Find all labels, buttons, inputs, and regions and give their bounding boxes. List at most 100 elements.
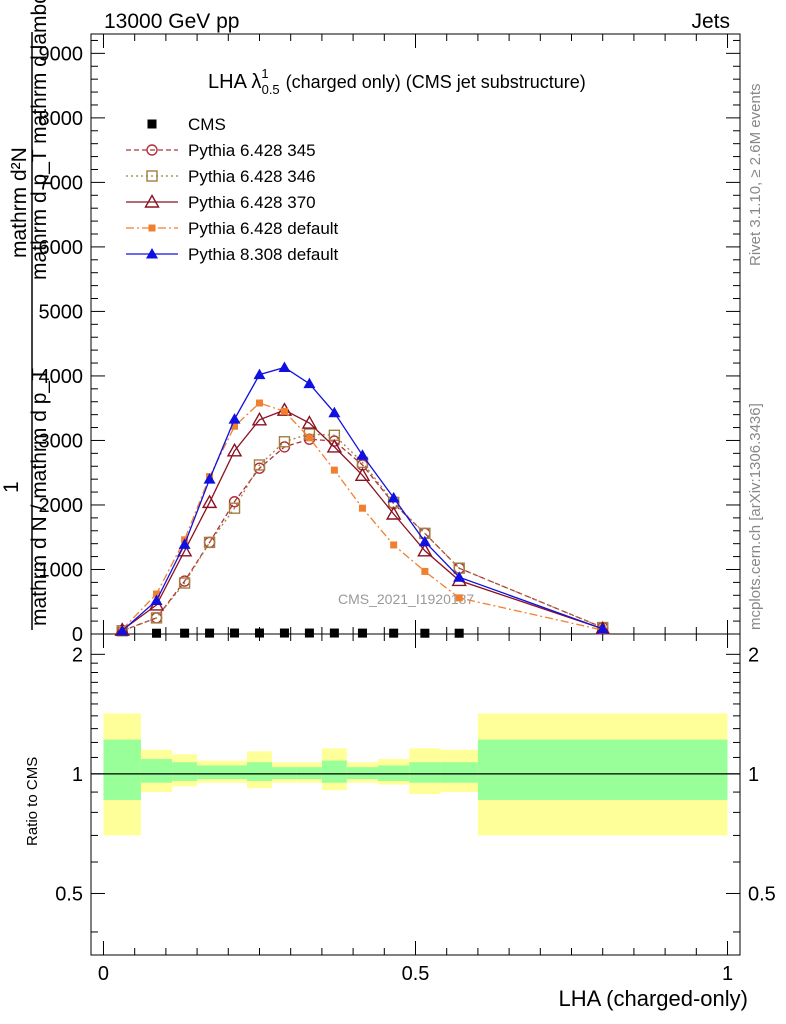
data-point-p6def [305,434,313,442]
data-point-cms [454,628,464,638]
data-point-p346 [178,577,191,589]
data-point-cms [329,628,339,638]
ratio-band-inner [172,762,198,781]
main-ytick-label: 4000 [39,366,84,388]
ratio-band-inner [247,762,272,781]
ratio-ytick-label: 0.5 [55,883,83,905]
data-point-p8def [116,624,129,636]
data-point-p8def [303,377,316,389]
main-ytick-label: 2000 [39,495,84,517]
ratio-ytick-label-right: 0.5 [748,883,776,905]
data-point-p370 [385,506,402,520]
data-point-p8def [387,491,400,503]
ratio-axes: 0 0.5 1 0.5 0.5 1 1 2 2 [55,634,776,985]
data-point-cms [254,628,264,638]
data-point-p370 [354,467,371,481]
legend-label: Pythia 6.428 345 [188,141,316,160]
ratio-band-inner [197,765,223,780]
legend-marker [146,170,158,182]
ylabel-denominator: mathrm d N / mathrm d p_T [28,368,51,626]
main-ytick-label: 9000 [39,43,84,65]
legend: CMS Pythia 6.428 345 Pythia 6.428 346 Pythi… [126,115,339,264]
data-point-cms [389,628,399,638]
title-rest: (charged only) (CMS jet substructure) [286,72,586,92]
legend-label: CMS [188,115,226,134]
data-point-p8def [418,535,431,547]
data-point-p8def [228,413,241,424]
data-point-p8def [150,594,163,605]
data-point-p6def [390,541,398,549]
main-axes: 0 1000 2000 3000 4000 5000 6000 7000 8000 9000 [39,34,740,646]
data-point-cms [152,628,162,638]
legend-marker [146,248,158,259]
main-ytick-label: 8000 [39,108,84,130]
data-point-p346 [278,436,291,448]
series-line-p370 [121,409,603,631]
ratio-ytick-label-right: 1 [748,764,759,786]
data-point-p8def [356,449,369,460]
ratio-band-inner [140,759,173,783]
title-main: LHA λ [208,71,261,93]
data-point-p8def [596,622,609,634]
legend-marker [144,194,160,208]
legend-label: Pythia 6.428 370 [188,193,316,212]
main-ytick-label: 5000 [39,301,84,323]
legend-entry-p370: Pythia 6.428 370 [126,193,316,212]
main-ytick-label: 6000 [39,237,84,259]
data-point-p6def [330,466,338,474]
title-sup: 1 [261,66,268,81]
data-point-cms [205,628,215,638]
data-point-p370 [417,542,433,557]
data-point-p346 [150,612,163,624]
ratio-xtick-label: 0.5 [402,963,430,985]
legend-entry-cms: CMS [147,115,226,134]
data-point-p6def [280,407,288,415]
ratio-ytick-label-right: 2 [748,644,759,666]
ylabel-one: 1 [0,481,23,493]
main-series [114,361,611,638]
main-y-axis-label: mathrm d²N mathrm d p_T mathrm d lambda … [0,0,51,630]
ylabel-numerator-2: mathrm d p_T mathrm d lambda [28,0,51,280]
ratio-ytick-label: 1 [72,764,83,786]
data-point-p8def [328,406,341,418]
ratio-band-inner [271,767,297,780]
analysis-watermark: CMS_2021_I1920187 [338,591,474,607]
legend-marker [147,119,157,129]
data-point-p6def [421,567,429,575]
legend-entry-p8def: Pythia 8.308 default [126,245,339,264]
data-point-p6def [255,399,263,407]
data-point-p8def [253,368,266,380]
ratio-xtick-label: 1 [722,963,733,985]
data-point-cms [304,628,314,638]
series-line-p6def [121,402,603,631]
data-point-p345 [228,496,241,508]
legend-label: Pythia 8.308 default [188,245,339,264]
main-ytick-label: 7000 [39,172,84,194]
ratio-ytick-label: 2 [72,644,83,666]
series-cms [152,628,464,638]
legend-label: Pythia 6.428 346 [188,167,316,186]
ratio-band-inner [222,765,248,780]
legend-label: Pythia 6.428 default [188,219,339,238]
chart-title: LHA λ1 0.5 (charged only) (CMS jet substru… [208,66,586,97]
ratio-band-inner [103,739,141,800]
data-point-cms [279,628,289,638]
ratio-band-inner [477,739,728,800]
data-point-cms [180,628,190,638]
header-jets-label: Jets [691,10,730,33]
ratio-band-inner [409,762,441,783]
legend-entry-p346: Pythia 6.428 346 [126,167,316,186]
data-point-p8def [203,473,216,484]
ratio-band-inner [321,760,347,783]
legend-entry-p345: Pythia 6.428 345 [126,141,316,160]
data-point-p346 [203,536,216,549]
x-axis-label: LHA (charged-only) [558,986,748,1011]
data-point-p370 [201,494,218,509]
legend-marker [146,144,158,156]
data-point-p6def [358,504,366,512]
data-point-p346 [328,429,341,441]
rivet-version-label: Rivet 3.1.10, ≥ 2.6M events [747,84,764,267]
legend-marker [148,224,156,232]
data-point-p6def [153,590,161,598]
data-point-p8def [178,538,191,549]
